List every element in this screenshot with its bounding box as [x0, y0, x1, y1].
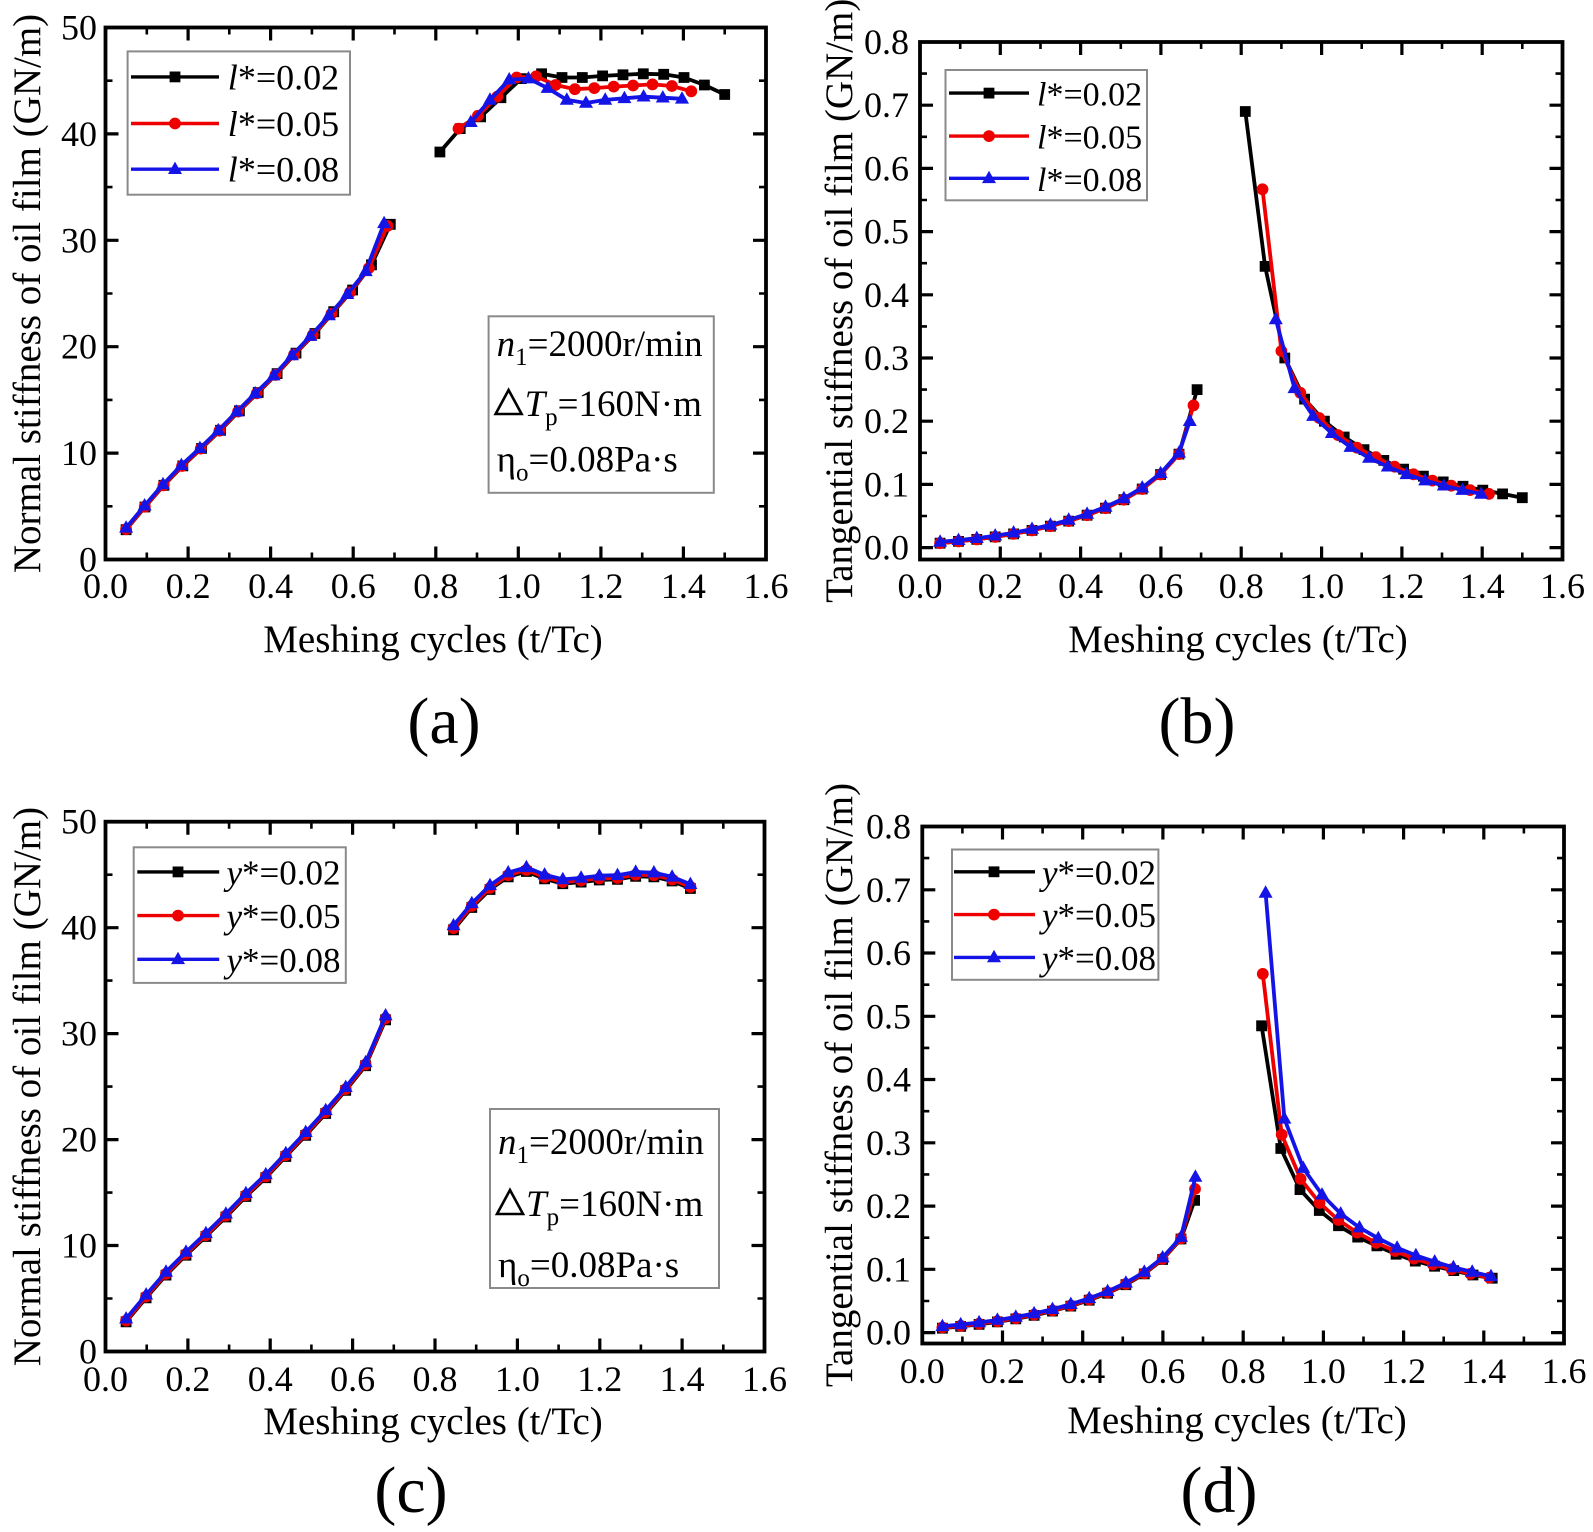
- svg-text:0.4: 0.4: [866, 1060, 911, 1100]
- svg-text:y*=0.08: y*=0.08: [1039, 939, 1156, 978]
- svg-text:0.8: 0.8: [864, 22, 909, 62]
- svg-text:l*=0.08: l*=0.08: [228, 150, 339, 190]
- svg-text:0.8: 0.8: [413, 1359, 458, 1399]
- svg-text:1.6: 1.6: [744, 566, 789, 606]
- svg-text:0.5: 0.5: [864, 212, 909, 252]
- svg-text:0.7: 0.7: [864, 85, 909, 125]
- svg-text:0.4: 0.4: [864, 275, 909, 315]
- svg-text:Meshing cycles (t/Tc): Meshing cycles (t/Tc): [263, 618, 603, 661]
- svg-text:0.0: 0.0: [864, 528, 909, 568]
- svg-text:1.6: 1.6: [1542, 1351, 1587, 1391]
- svg-text:l*=0.05: l*=0.05: [1037, 120, 1142, 157]
- svg-text:50: 50: [61, 8, 97, 48]
- svg-text:20: 20: [61, 1120, 97, 1160]
- svg-text:0.8: 0.8: [866, 807, 911, 847]
- svg-text:Meshing cycles (t/Tc): Meshing cycles (t/Tc): [1067, 1399, 1407, 1442]
- svg-text:y*=0.08: y*=0.08: [224, 941, 341, 980]
- svg-text:0.2: 0.2: [866, 1186, 911, 1226]
- svg-text:0.0: 0.0: [83, 1359, 128, 1399]
- svg-text:1.4: 1.4: [1461, 1351, 1506, 1391]
- svg-text:0.2: 0.2: [165, 1359, 210, 1399]
- svg-text:0.4: 0.4: [248, 566, 293, 606]
- svg-text:0.4: 0.4: [1060, 1351, 1105, 1391]
- svg-text:1.6: 1.6: [742, 1359, 787, 1399]
- svg-text:1.4: 1.4: [660, 1359, 705, 1399]
- svg-text:0.6: 0.6: [1140, 1351, 1185, 1391]
- svg-text:y*=0.02: y*=0.02: [224, 853, 341, 892]
- svg-text:Normal stiffness of oil film (: Normal stiffness of oil film (GN/m): [6, 14, 49, 573]
- svg-text:Tangential stiffness of oil fi: Tangential stiffness of oil film (GN/m): [818, 0, 861, 603]
- svg-text:n1=2000r/min: n1=2000r/min: [498, 1122, 704, 1169]
- svg-text:0.6: 0.6: [864, 148, 909, 188]
- svg-text:Tangential stiffness of oil fi: Tangential stiffness of oil film (GN/m): [818, 783, 861, 1387]
- svg-text:0.4: 0.4: [1058, 566, 1103, 606]
- svg-text:0.0: 0.0: [900, 1351, 945, 1391]
- svg-text:1.0: 1.0: [1301, 1351, 1346, 1391]
- svg-text:1.2: 1.2: [578, 566, 623, 606]
- svg-text:0.1: 0.1: [866, 1249, 911, 1289]
- svg-text:l*=0.02: l*=0.02: [1037, 77, 1142, 114]
- svg-text:0.8: 0.8: [1219, 566, 1264, 606]
- svg-text:0.3: 0.3: [864, 338, 909, 378]
- svg-text:y*=0.05: y*=0.05: [1039, 896, 1156, 935]
- svg-text:1.2: 1.2: [1379, 566, 1424, 606]
- svg-text:Meshing cycles (t/Tc): Meshing cycles (t/Tc): [263, 1400, 603, 1443]
- svg-text:0.2: 0.2: [166, 566, 211, 606]
- svg-text:30: 30: [61, 1014, 97, 1054]
- svg-text:0.6: 0.6: [330, 1359, 375, 1399]
- svg-text:40: 40: [61, 114, 97, 154]
- svg-text:0.2: 0.2: [864, 401, 909, 441]
- svg-text:0.0: 0.0: [898, 566, 943, 606]
- svg-text:0.0: 0.0: [866, 1313, 911, 1353]
- svg-text:10: 10: [61, 1226, 97, 1266]
- svg-text:1.2: 1.2: [1381, 1351, 1426, 1391]
- svg-text:(c): (c): [374, 1454, 447, 1527]
- svg-text:0.6: 0.6: [866, 933, 911, 973]
- svg-text:0.5: 0.5: [866, 996, 911, 1036]
- svg-text:1.4: 1.4: [1460, 566, 1505, 606]
- svg-text:y*=0.05: y*=0.05: [224, 897, 341, 936]
- svg-text:0.6: 0.6: [331, 566, 376, 606]
- svg-text:y*=0.02: y*=0.02: [1039, 853, 1156, 892]
- svg-text:Normal stiffness of oil film (: Normal stiffness of oil film (GN/m): [6, 807, 49, 1366]
- svg-text:0: 0: [79, 1332, 97, 1372]
- svg-text:0: 0: [79, 540, 97, 580]
- svg-text:(a): (a): [407, 685, 480, 758]
- svg-text:0.2: 0.2: [978, 566, 1023, 606]
- svg-text:50: 50: [61, 802, 97, 842]
- svg-text:0.6: 0.6: [1138, 566, 1183, 606]
- svg-text:0.7: 0.7: [866, 870, 911, 910]
- svg-text:20: 20: [61, 327, 97, 367]
- svg-text:40: 40: [61, 908, 97, 948]
- svg-text:0.2: 0.2: [980, 1351, 1025, 1391]
- svg-text:1.0: 1.0: [495, 1359, 540, 1399]
- svg-text:0.1: 0.1: [864, 464, 909, 504]
- svg-text:10: 10: [61, 433, 97, 473]
- svg-text:0.8: 0.8: [1221, 1351, 1266, 1391]
- svg-text:Tp=160N·m: Tp=160N·m: [525, 384, 702, 431]
- svg-text:0.8: 0.8: [413, 566, 458, 606]
- svg-text:1.6: 1.6: [1540, 566, 1585, 606]
- svg-text:l*=0.08: l*=0.08: [1037, 162, 1142, 199]
- svg-text:l*=0.02: l*=0.02: [228, 57, 339, 97]
- svg-text:1.0: 1.0: [1299, 566, 1344, 606]
- svg-text:(b): (b): [1159, 685, 1236, 758]
- svg-text:0.4: 0.4: [248, 1359, 293, 1399]
- svg-text:l*=0.05: l*=0.05: [228, 104, 339, 144]
- svg-text:0.3: 0.3: [866, 1123, 911, 1163]
- svg-text:1.4: 1.4: [661, 566, 706, 606]
- svg-text:0.0: 0.0: [83, 566, 128, 606]
- svg-text:ηo=0.08Pa·s: ηo=0.08Pa·s: [497, 440, 678, 487]
- svg-text:(d): (d): [1181, 1454, 1258, 1527]
- svg-text:30: 30: [61, 220, 97, 260]
- svg-text:1.2: 1.2: [577, 1359, 622, 1399]
- svg-text:Tp=160N·m: Tp=160N·m: [526, 1184, 703, 1231]
- svg-text:Meshing cycles (t/Tc): Meshing cycles (t/Tc): [1068, 618, 1408, 661]
- svg-text:n1=2000r/min: n1=2000r/min: [497, 324, 703, 371]
- svg-text:1.0: 1.0: [496, 566, 541, 606]
